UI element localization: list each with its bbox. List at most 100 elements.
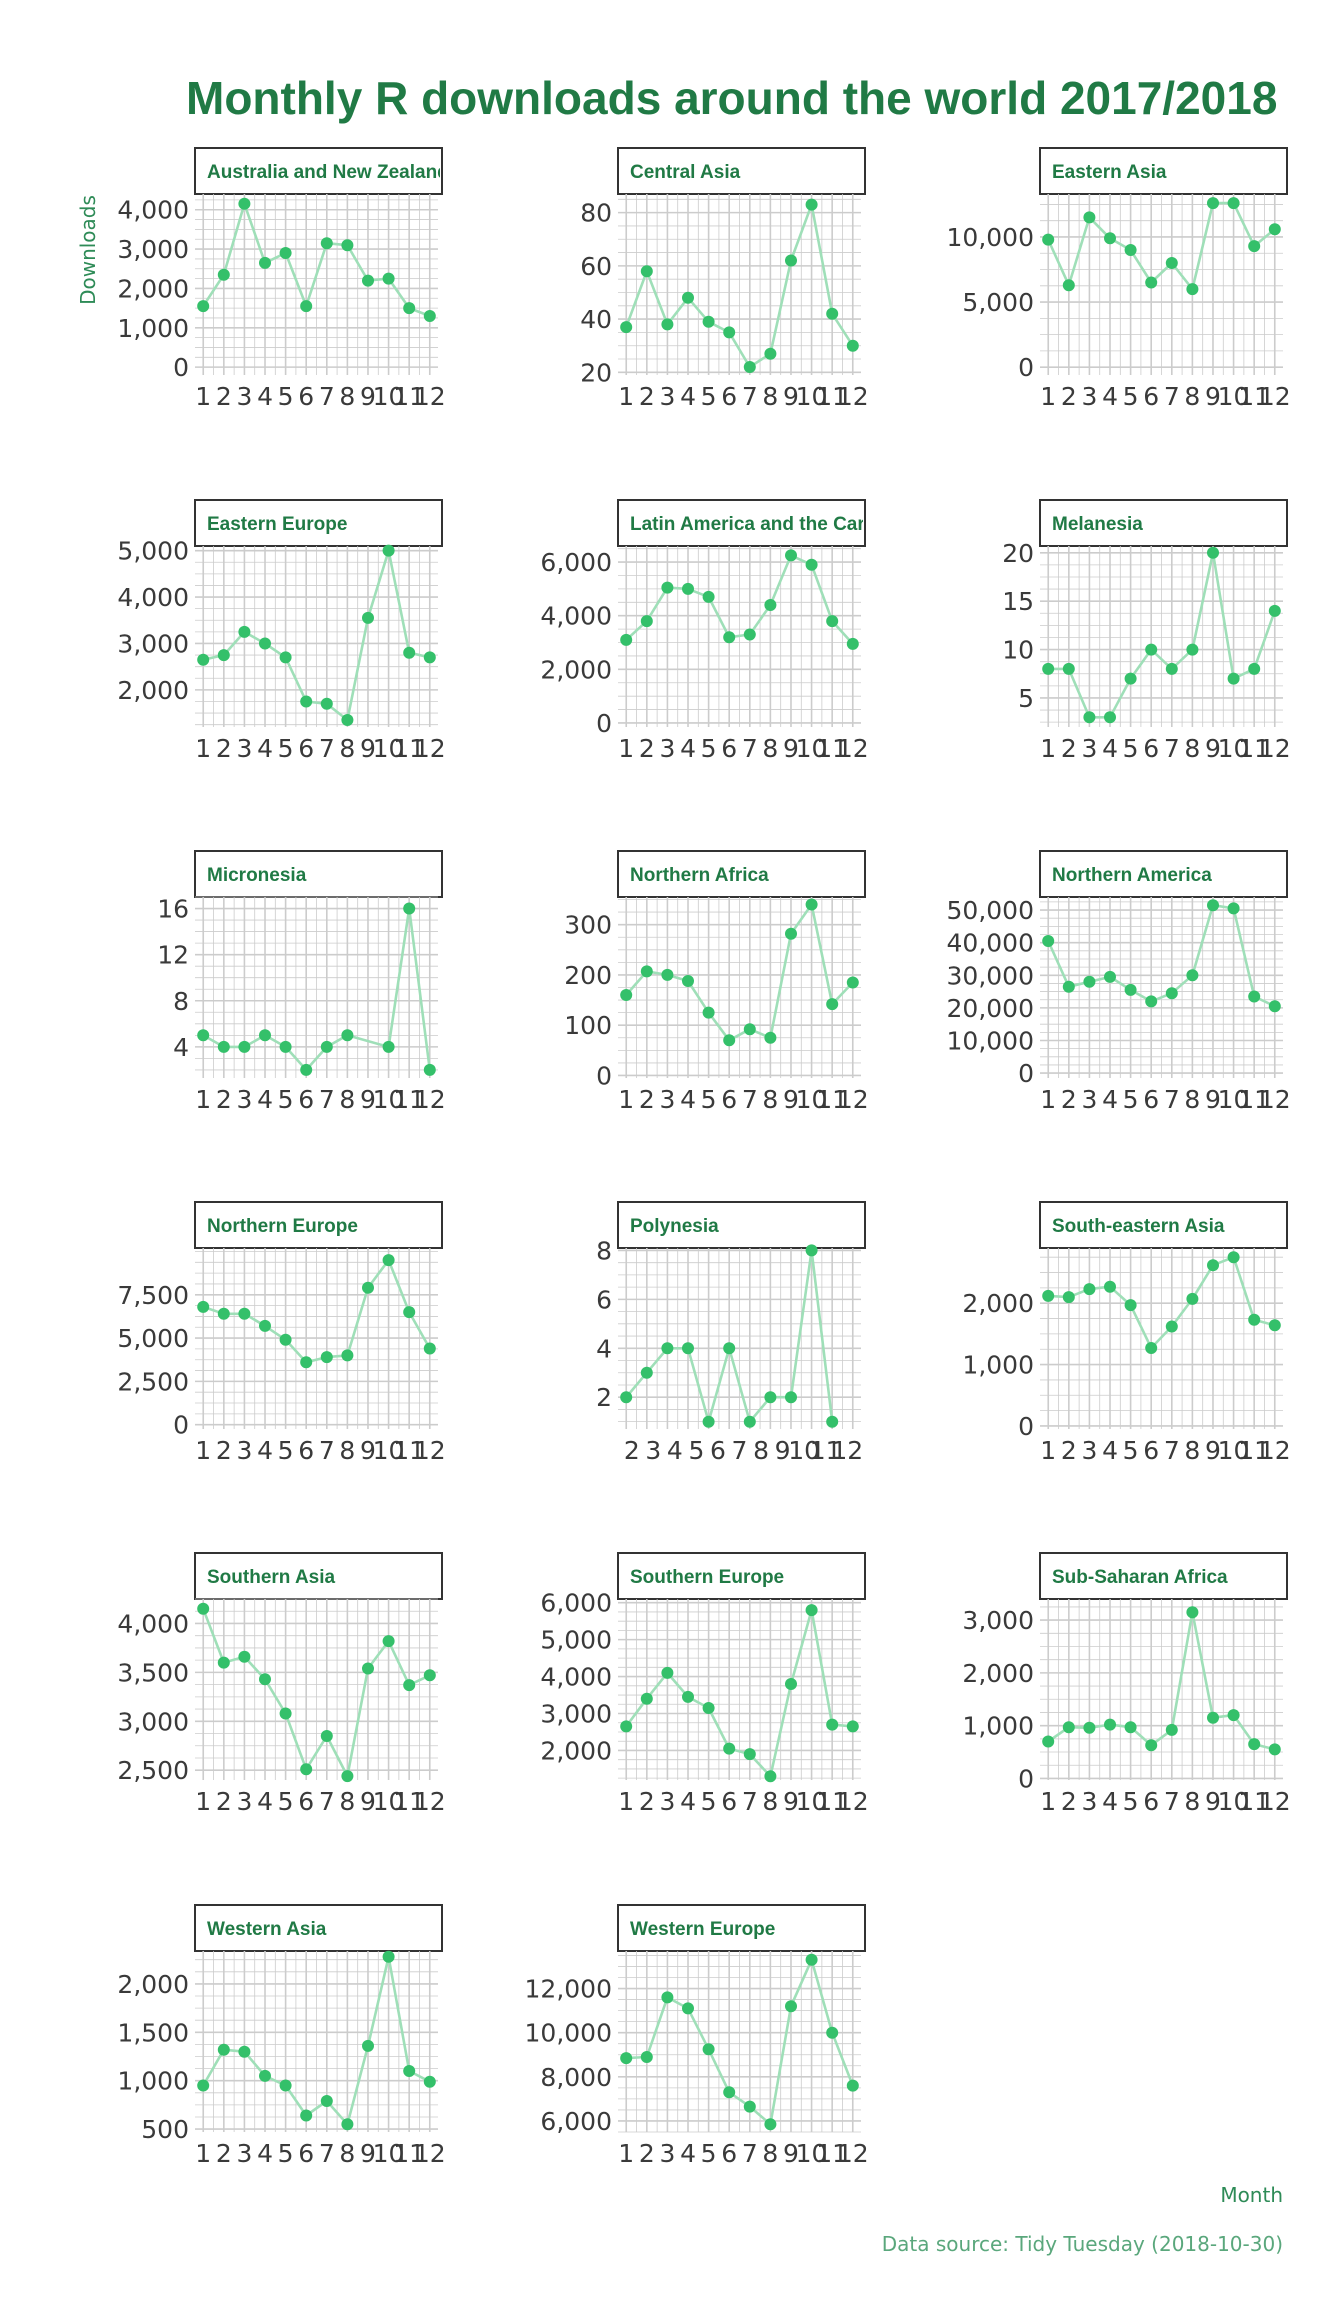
y-tick-label: 0	[1018, 1412, 1034, 1441]
x-tick-label: 10	[373, 382, 405, 411]
x-tick-label: 3	[1081, 1436, 1097, 1465]
x-tick-label: 9	[783, 2139, 799, 2168]
data-point	[1165, 257, 1178, 269]
data-point	[362, 1662, 374, 1675]
x-tick-label: 8	[762, 1085, 778, 1114]
data-point	[1268, 1319, 1281, 1332]
data-point	[341, 1770, 354, 1783]
y-tick-label: 6,000	[540, 1589, 612, 1618]
data-point	[1062, 662, 1075, 675]
x-tick-label: 12	[831, 1436, 863, 1465]
x-tick-label: 10	[788, 1436, 820, 1465]
data-point	[702, 1006, 715, 1019]
x-tick-label: 12	[1259, 382, 1291, 411]
x-tick-label: 5	[688, 1436, 704, 1465]
y-tick-label: 3,000	[540, 1700, 612, 1729]
data-point	[238, 1307, 251, 1320]
x-tick-label: 1	[195, 734, 211, 763]
y-tick-label: 1,000	[962, 1712, 1034, 1741]
x-tick-label: 2	[216, 2139, 232, 2168]
x-tick-label: 4	[257, 734, 273, 763]
x-tick-label: 1	[195, 2139, 211, 2168]
data-point	[826, 1718, 839, 1731]
data-point	[682, 1342, 694, 1355]
data-point	[764, 1391, 777, 1404]
data-point	[640, 1366, 653, 1379]
data-point	[1165, 987, 1178, 1000]
x-tick-label: 1	[1040, 1085, 1056, 1114]
x-tick-label: 1	[618, 1085, 634, 1114]
x-tick-label: 9	[360, 2139, 376, 2168]
x-tick-label: 12	[1259, 1085, 1291, 1114]
data-point	[1165, 662, 1178, 675]
data-point	[682, 975, 694, 987]
data-point	[1083, 1283, 1096, 1296]
y-tick-label: 2,500	[117, 1367, 189, 1396]
series-line	[624, 203, 854, 369]
x-tick-label: 9	[1205, 1787, 1221, 1816]
x-tick-label: 10	[796, 1085, 828, 1114]
y-tick-label: 40	[580, 305, 612, 334]
data-point	[743, 361, 756, 373]
x-tick-label: 7	[742, 2139, 758, 2168]
data-point	[1227, 672, 1240, 685]
x-tick-label: 1	[195, 1436, 211, 1465]
data-point	[743, 1748, 756, 1761]
x-tick-label: 5	[701, 1787, 717, 1816]
data-point	[403, 646, 416, 659]
facet-strip-label: Eastern Asia	[1052, 162, 1167, 183]
x-tick-label: 3	[236, 734, 252, 763]
x-tick-label: 3	[659, 1787, 675, 1816]
y-tick-label: 2,500	[117, 1756, 189, 1785]
data-point	[826, 998, 839, 1011]
y-tick-label: 3,000	[117, 235, 189, 264]
x-tick-label: 2	[639, 734, 655, 763]
x-tick-label: 3	[645, 1436, 661, 1465]
data-point	[341, 714, 354, 726]
x-tick-label: 9	[1205, 1436, 1221, 1465]
x-tick-label: 7	[1164, 1436, 1180, 1465]
y-tick-label: 0	[596, 709, 612, 738]
x-tick-label: 9	[1205, 382, 1221, 411]
x-tick-label: 1	[618, 734, 634, 763]
data-point	[1207, 899, 1219, 912]
x-tick-label: 6	[298, 734, 314, 763]
data-point	[1042, 233, 1055, 246]
facet-strip-label: Micronesia	[207, 865, 307, 886]
x-tick-label: 8	[762, 382, 778, 411]
x-tick-label: 9	[783, 382, 799, 411]
data-point	[217, 268, 230, 281]
x-tick-label: 9	[1205, 1085, 1221, 1114]
y-tick-label: 20	[1002, 539, 1034, 568]
x-tick-label: 3	[236, 382, 252, 411]
data-point	[1248, 1313, 1261, 1326]
x-tick-label: 6	[721, 1787, 737, 1816]
grid	[618, 1248, 861, 1429]
data-point	[640, 2051, 653, 2063]
data-point	[300, 1763, 313, 1776]
y-tick-label: 7,500	[117, 1281, 189, 1310]
data-point	[785, 1678, 797, 1690]
data-point	[362, 611, 374, 624]
y-tick-label: 6,000	[540, 2107, 612, 2136]
data-point	[197, 1602, 210, 1615]
x-tick-label: 8	[1184, 1436, 1200, 1465]
facet-strip-label: Southern Asia	[207, 1567, 336, 1588]
x-tick-label: 6	[298, 382, 314, 411]
data-point	[341, 1029, 354, 1042]
x-tick-label: 8	[1184, 734, 1200, 763]
x-tick-label: 7	[319, 734, 335, 763]
y-tick-label: 500	[141, 2115, 189, 2144]
x-tick-label: 9	[360, 1436, 376, 1465]
data-point	[1165, 1723, 1178, 1736]
x-tick-label: 5	[1123, 1787, 1139, 1816]
data-point	[1042, 1289, 1055, 1302]
facet-strip-label: Western Europe	[630, 1919, 775, 1940]
x-tick-label: 12	[414, 1085, 446, 1114]
data-point	[320, 1730, 333, 1742]
y-tick-label: 6	[596, 1285, 612, 1314]
